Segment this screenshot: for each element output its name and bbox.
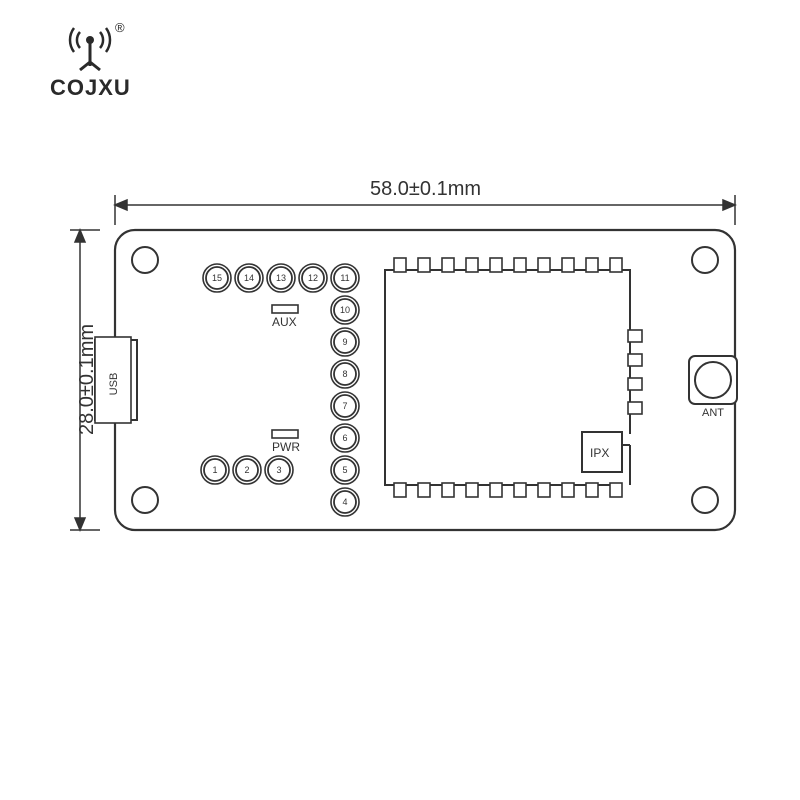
svg-text:2: 2	[244, 465, 249, 475]
ant-label: ANT	[702, 407, 724, 419]
pin-15: 15	[203, 264, 231, 292]
rf-module: IPX	[385, 258, 642, 497]
pin-4: 4	[331, 488, 359, 516]
svg-text:6: 6	[342, 433, 347, 443]
svg-text:4: 4	[342, 497, 347, 507]
pcb-diagram: USB ANT AUX PWR 151413121110987654123 IP…	[0, 0, 800, 800]
pin-3: 3	[265, 456, 293, 484]
pwr-label: PWR	[272, 440, 300, 454]
svg-text:1: 1	[212, 465, 217, 475]
pin-8: 8	[331, 360, 359, 388]
svg-text:5: 5	[342, 465, 347, 475]
pin-11: 11	[331, 264, 359, 292]
svg-text:8: 8	[342, 369, 347, 379]
pin-12: 12	[299, 264, 327, 292]
pin-9: 9	[331, 328, 359, 356]
svg-text:9: 9	[342, 337, 347, 347]
svg-text:3: 3	[276, 465, 281, 475]
svg-text:15: 15	[212, 273, 222, 283]
pin-7: 7	[331, 392, 359, 420]
pin-5: 5	[331, 456, 359, 484]
svg-text:10: 10	[340, 305, 350, 315]
aux-led: AUX	[272, 305, 298, 329]
svg-text:11: 11	[340, 273, 349, 283]
pin-1: 1	[201, 456, 229, 484]
svg-text:13: 13	[276, 273, 286, 283]
svg-text:12: 12	[308, 273, 318, 283]
aux-label: AUX	[272, 315, 297, 329]
pin-13: 13	[267, 264, 295, 292]
pin-2: 2	[233, 456, 261, 484]
pin-10: 10	[331, 296, 359, 324]
ipx-label: IPX	[590, 446, 609, 460]
pwr-led: PWR	[272, 430, 300, 454]
usb-label: USB	[108, 373, 120, 396]
svg-text:7: 7	[342, 401, 347, 411]
svg-text:14: 14	[244, 273, 254, 283]
usb-connector: USB	[95, 337, 137, 423]
pin-6: 6	[331, 424, 359, 452]
pin-14: 14	[235, 264, 263, 292]
